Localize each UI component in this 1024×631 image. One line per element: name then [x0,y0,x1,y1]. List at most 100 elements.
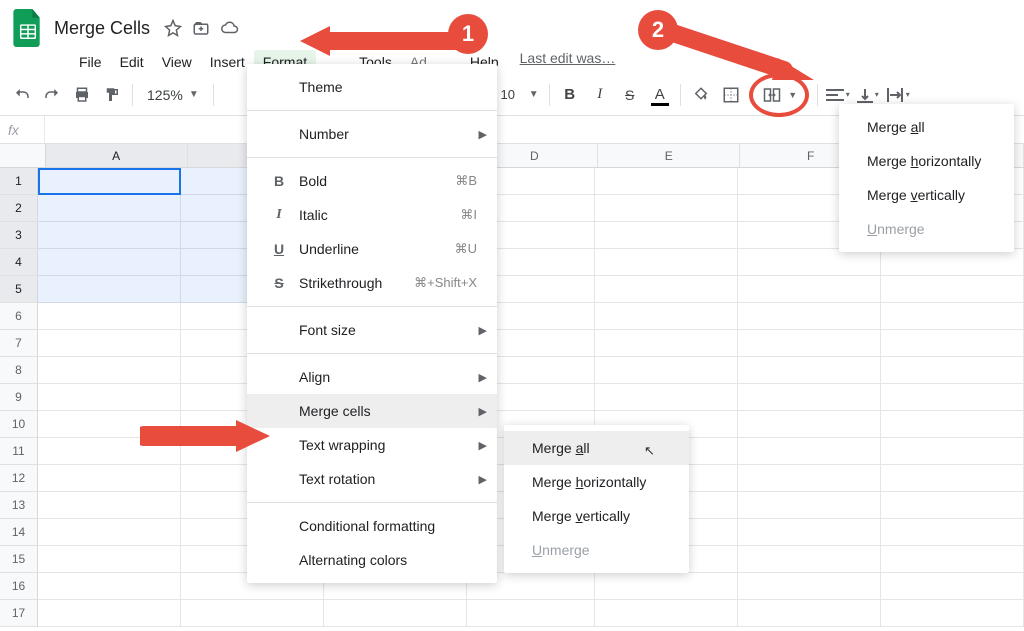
cell[interactable] [38,384,181,411]
cell[interactable] [738,357,881,384]
row-header[interactable]: 1 [0,168,38,195]
format-conditional[interactable]: Conditional formatting [247,509,497,543]
cell[interactable] [738,438,881,465]
document-title[interactable]: Merge Cells [48,16,156,41]
cell[interactable] [38,492,181,519]
format-strikethrough[interactable]: SStrikethrough⌘+Shift+X [247,266,497,300]
row-header[interactable]: 4 [0,249,38,276]
format-merge-cells[interactable]: Merge cells▶ [247,394,497,428]
format-italic[interactable]: IItalic⌘I [247,198,497,232]
row-header[interactable]: 13 [0,492,38,519]
row-header[interactable]: 10 [0,411,38,438]
fill-color-button[interactable] [687,82,715,108]
cell[interactable] [738,573,881,600]
cell[interactable] [181,600,324,627]
cell[interactable] [38,168,181,195]
cell[interactable] [595,600,738,627]
format-number[interactable]: Number▶ [247,117,497,151]
cell[interactable] [881,465,1024,492]
merge-horizontally[interactable]: Merge horizontally [504,465,689,499]
cell[interactable] [595,276,738,303]
row-header[interactable]: 5 [0,276,38,303]
last-edit-link[interactable]: Last edit was… [520,50,616,74]
cell[interactable] [881,573,1024,600]
cell[interactable] [738,249,881,276]
cell[interactable] [738,546,881,573]
cell[interactable] [595,384,738,411]
cell[interactable] [595,168,738,195]
font-size-caret-icon[interactable]: ▼ [525,82,543,108]
cell[interactable] [324,600,467,627]
sheets-logo-icon[interactable] [8,8,48,48]
row-header[interactable]: 9 [0,384,38,411]
menu-view[interactable]: View [153,50,201,74]
cell[interactable] [595,573,738,600]
row-header[interactable]: 2 [0,195,38,222]
cell[interactable] [467,600,595,627]
select-all-corner[interactable] [0,144,46,167]
borders-button[interactable] [717,82,745,108]
format-underline[interactable]: UUnderline⌘U [247,232,497,266]
move-icon[interactable] [192,19,210,37]
cell[interactable] [738,330,881,357]
cell[interactable] [881,492,1024,519]
tb-merge-vertically[interactable]: Merge vertically [839,178,1014,212]
redo-button[interactable] [38,82,66,108]
format-text-rotation[interactable]: Text rotation▶ [247,462,497,496]
cell[interactable] [881,276,1024,303]
format-bold[interactable]: BBold⌘B [247,164,497,198]
merge-dropdown-caret-icon[interactable]: ▼ [786,82,800,108]
star-icon[interactable] [164,19,182,37]
row-header[interactable]: 12 [0,465,38,492]
tb-merge-all[interactable]: Merge all [839,110,1014,144]
cell[interactable] [881,600,1024,627]
format-font-size[interactable]: Font size▶ [247,313,497,347]
cell[interactable] [595,303,738,330]
merge-all[interactable]: Merge all [504,431,689,465]
cell[interactable] [38,357,181,384]
cell[interactable] [738,276,881,303]
cell[interactable] [38,222,181,249]
cell[interactable] [881,546,1024,573]
cell[interactable] [881,357,1024,384]
cell[interactable] [38,195,181,222]
zoom-select[interactable]: 125% ▼ [139,87,207,103]
cell[interactable] [38,249,181,276]
strikethrough-button[interactable]: S [616,82,644,108]
bold-button[interactable]: B [556,82,584,108]
font-size-input[interactable]: 10 [493,83,523,107]
column-header[interactable]: E [598,144,740,167]
cell[interactable] [595,357,738,384]
cell[interactable] [881,384,1024,411]
format-theme[interactable]: Theme [247,70,497,104]
cell[interactable] [881,330,1024,357]
cell[interactable] [738,384,881,411]
column-header[interactable]: A [46,144,188,167]
cell[interactable] [881,411,1024,438]
format-text-wrapping[interactable]: Text wrapping▶ [247,428,497,462]
format-alternating[interactable]: Alternating colors [247,543,497,577]
cell[interactable] [881,438,1024,465]
row-header[interactable]: 15 [0,546,38,573]
format-align[interactable]: Align▶ [247,360,497,394]
print-button[interactable] [68,82,96,108]
cell[interactable] [738,303,881,330]
tb-merge-horizontally[interactable]: Merge horizontally [839,144,1014,178]
row-header[interactable]: 11 [0,438,38,465]
paint-format-button[interactable] [98,82,126,108]
cell[interactable] [38,546,181,573]
cell[interactable] [38,600,181,627]
row-header[interactable]: 7 [0,330,38,357]
row-header[interactable]: 8 [0,357,38,384]
row-header[interactable]: 3 [0,222,38,249]
menu-edit[interactable]: Edit [111,50,153,74]
merge-cells-button[interactable] [758,82,786,108]
cloud-icon[interactable] [220,19,238,37]
cell[interactable] [595,195,738,222]
cell[interactable] [595,330,738,357]
cell[interactable] [38,573,181,600]
cell[interactable] [38,276,181,303]
undo-button[interactable] [8,82,36,108]
cell[interactable] [38,519,181,546]
cell[interactable] [38,330,181,357]
